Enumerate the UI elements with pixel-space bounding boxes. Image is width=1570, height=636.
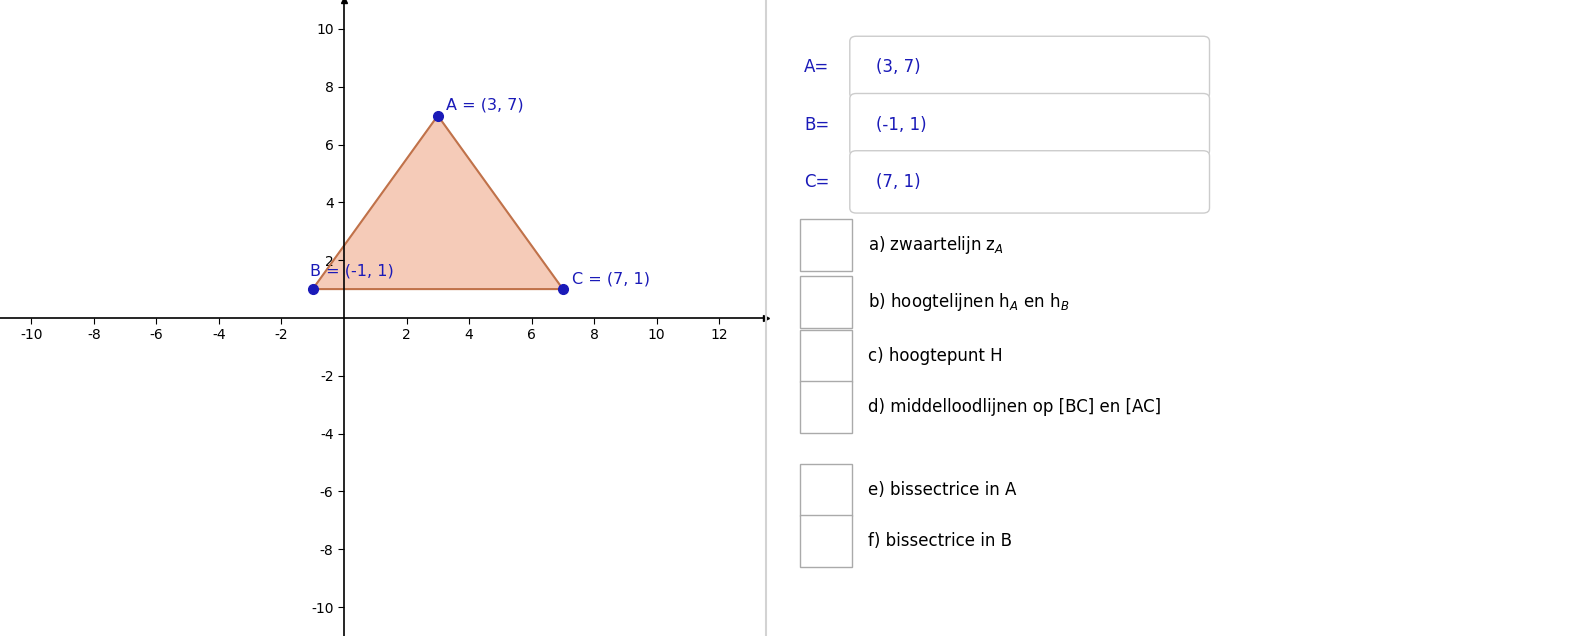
Text: d) middelloodlijnen op [BC] en [AC]: d) middelloodlijnen op [BC] en [AC]	[868, 398, 1162, 416]
FancyBboxPatch shape	[801, 515, 853, 567]
Text: b) hoogtelijnen h$_{A}$ en h$_{B}$: b) hoogtelijnen h$_{A}$ en h$_{B}$	[868, 291, 1069, 313]
Text: e) bissectrice in A: e) bissectrice in A	[868, 481, 1016, 499]
Polygon shape	[312, 116, 564, 289]
Text: (-1, 1): (-1, 1)	[876, 116, 926, 134]
FancyBboxPatch shape	[801, 276, 853, 328]
Text: f) bissectrice in B: f) bissectrice in B	[868, 532, 1013, 550]
FancyBboxPatch shape	[849, 93, 1209, 156]
Text: A = (3, 7): A = (3, 7)	[446, 98, 523, 113]
Text: B=: B=	[804, 116, 829, 134]
FancyBboxPatch shape	[801, 464, 853, 516]
Text: (7, 1): (7, 1)	[876, 173, 920, 191]
Text: (3, 7): (3, 7)	[876, 59, 920, 76]
Text: A=: A=	[804, 59, 829, 76]
Text: c) hoogtepunt H: c) hoogtepunt H	[868, 347, 1003, 365]
FancyBboxPatch shape	[849, 36, 1209, 99]
Text: C = (7, 1): C = (7, 1)	[573, 271, 650, 286]
Text: C=: C=	[804, 173, 829, 191]
FancyBboxPatch shape	[801, 330, 853, 382]
FancyBboxPatch shape	[849, 151, 1209, 213]
Text: a) zwaartelijn z$_{A}$: a) zwaartelijn z$_{A}$	[868, 234, 1005, 256]
Text: B = (-1, 1): B = (-1, 1)	[309, 264, 394, 279]
FancyBboxPatch shape	[801, 381, 853, 433]
FancyBboxPatch shape	[801, 219, 853, 271]
